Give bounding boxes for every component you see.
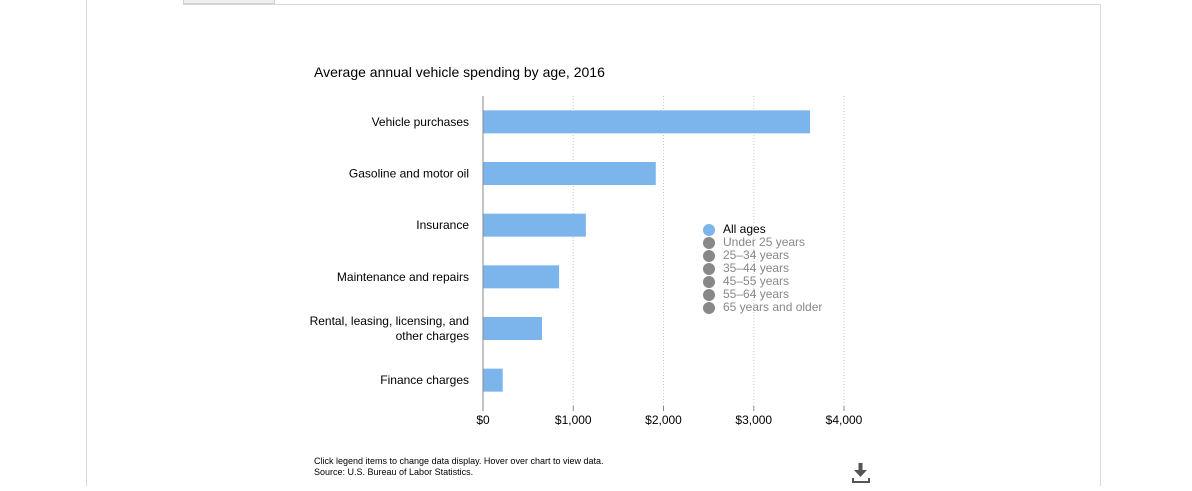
x-tick-label: $4,000	[826, 413, 863, 427]
legend-label: Under 25 years	[723, 235, 806, 249]
category-label: Gasoline and motor oil	[349, 167, 469, 181]
legend-item[interactable]: Under 25 years	[703, 236, 822, 249]
legend-dot-icon	[703, 275, 715, 288]
legend-item[interactable]: 65 years and older	[703, 301, 822, 314]
bar-0[interactable]	[483, 110, 811, 134]
legend-label: 55–64 years	[723, 287, 790, 301]
category-label: other charges	[396, 329, 469, 343]
legend-label: 65 years and older	[723, 300, 823, 314]
x-tick-label: $3,000	[735, 413, 772, 427]
bar-1[interactable]	[483, 162, 656, 185]
legend-dot-icon	[703, 236, 715, 249]
x-tick-label: $0	[476, 413, 490, 427]
bar-3[interactable]	[483, 265, 560, 289]
legend-dot-icon	[703, 262, 715, 275]
legend-label: 25–34 years	[723, 248, 790, 262]
source-text: Source: U.S. Bureau of Labor Statistics.	[314, 467, 474, 477]
tab-stub[interactable]	[183, 0, 275, 4]
legend-item[interactable]: 25–34 years	[703, 249, 822, 262]
legend-item[interactable]: 45–55 years	[703, 275, 822, 288]
legend-label: All ages	[723, 222, 766, 236]
legend-dot-icon	[703, 249, 715, 262]
frame-top-border	[183, 4, 1101, 5]
frame-right-border	[1100, 4, 1101, 486]
x-tick-label: $2,000	[645, 413, 682, 427]
legend-dot-icon	[703, 301, 715, 314]
legend-item[interactable]: 55–64 years	[703, 288, 822, 301]
category-label: Rental, leasing, licensing, and	[310, 314, 469, 328]
chart-legend: All ages Under 25 years 25–34 years 35–44 y…	[703, 223, 822, 314]
bar-4[interactable]	[483, 317, 542, 340]
legend-dot-icon	[703, 223, 715, 236]
category-label: Vehicle purchases	[372, 115, 469, 129]
category-label: Insurance	[416, 218, 469, 232]
chart-title: Average annual vehicle spending by age, …	[314, 64, 605, 80]
bar-5[interactable]	[483, 368, 503, 392]
legend-item[interactable]: 35–44 years	[703, 262, 822, 275]
category-label: Maintenance and repairs	[337, 270, 469, 284]
x-tick-label: $1,000	[555, 413, 592, 427]
legend-label: 35–44 years	[723, 261, 790, 275]
legend-dot-icon	[703, 288, 715, 301]
category-label: Finance charges	[380, 373, 469, 387]
bar-2[interactable]	[483, 213, 586, 237]
legend-label: 45–55 years	[723, 274, 790, 288]
chart-notes: Click legend items to change data displa…	[314, 456, 603, 478]
legend-item[interactable]: All ages	[703, 223, 822, 236]
frame-left-border	[86, 0, 87, 486]
download-icon[interactable]	[849, 460, 873, 486]
instructions-text: Click legend items to change data displa…	[314, 456, 604, 466]
